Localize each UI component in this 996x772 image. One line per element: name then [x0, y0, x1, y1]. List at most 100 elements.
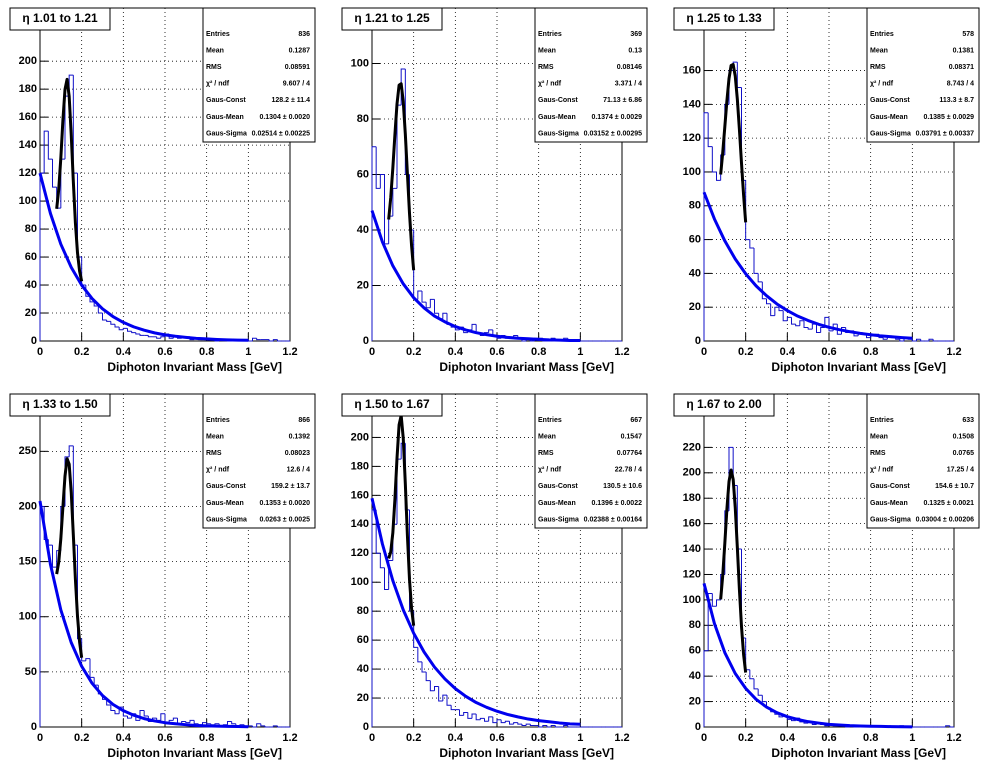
histogram-bin — [379, 553, 385, 569]
histogram-bin — [716, 599, 721, 607]
histogram-bin — [438, 686, 443, 702]
y-tick-label: 60 — [357, 168, 369, 180]
histogram-bin — [135, 332, 140, 335]
stats-label: χ² / ndf — [206, 81, 230, 88]
y-tick-label: 200 — [19, 55, 37, 67]
y-tick-label: 0 — [695, 335, 701, 347]
histogram-bin — [206, 722, 211, 725]
x-tick-label: 0 — [37, 732, 43, 744]
stats-value: 0.08023 — [285, 450, 310, 457]
y-tick-label: 40 — [25, 279, 37, 291]
histogram-bin — [554, 725, 560, 728]
panel: 0 0.2 0.4 0.6 0.8 1 1.2 0 20 40 60 80 100 120 140 160 18… — [673, 393, 980, 760]
stats-value: 12.6 / 4 — [287, 467, 310, 474]
peak-fit-line — [55, 77, 84, 282]
histogram-bin — [791, 719, 796, 722]
y-tick-label: 120 — [351, 547, 369, 559]
title-box — [673, 393, 775, 417]
background-fit-line — [38, 172, 249, 342]
y-tick-label: 60 — [357, 634, 369, 646]
histogram-bin — [761, 281, 767, 300]
x-tick-label: 0.8 — [199, 346, 214, 358]
stats-label: Gaus-Mean — [870, 114, 908, 121]
histogram-bin — [509, 721, 514, 725]
stats-label: Gaus-Const — [206, 97, 246, 104]
histogram-bin — [807, 327, 813, 330]
stats-value: 0.03791 ± 0.00337 — [916, 130, 974, 137]
stats-label: RMS — [206, 450, 222, 457]
histogram-bin — [945, 725, 950, 727]
stats-value: 0.1508 — [953, 433, 975, 440]
x-tick-label: 1 — [577, 346, 583, 358]
histogram-bin — [467, 712, 472, 719]
x-tick-label: 0.2 — [406, 346, 421, 358]
y-tick-label: 120 — [683, 568, 701, 580]
histogram-bin — [920, 339, 925, 342]
histogram-bin — [434, 299, 439, 314]
x-tick-label: 0.2 — [74, 346, 89, 358]
stats-value: 22.78 / 4 — [615, 467, 642, 474]
y-tick-label: 160 — [351, 489, 369, 501]
stats-value: 0.1547 — [621, 433, 643, 440]
stats-label: χ² / ndf — [206, 467, 230, 474]
x-tick-label: 0.6 — [821, 732, 836, 744]
stats-value: 154.6 ± 10.7 — [935, 483, 974, 490]
panel-title: η 1.67 to 2.00 — [686, 397, 762, 411]
x-tick-label: 0.8 — [199, 732, 214, 744]
histogram-bin — [256, 338, 261, 341]
histogram-bin — [504, 720, 510, 723]
histogram-bin — [97, 306, 103, 314]
x-tick-label: 0.6 — [489, 732, 504, 744]
y-tick-label: 160 — [19, 111, 37, 123]
y-tick-label: 80 — [689, 619, 701, 631]
stats-value: 369 — [630, 31, 642, 38]
stats-value: 0.0263 ± 0.0025 — [259, 516, 310, 523]
stats-value: 0.03004 ± 0.00206 — [916, 516, 974, 523]
histogram-bin — [567, 725, 572, 728]
stats-value: 578 — [962, 31, 974, 38]
background-fit-line — [370, 210, 581, 342]
histogram-bin — [160, 713, 165, 721]
y-tick-label: 20 — [25, 307, 37, 319]
x-tick-label: 0 — [37, 346, 43, 358]
histogram-bin — [189, 719, 195, 723]
histogram-bin — [795, 324, 800, 327]
histogram-bin — [707, 112, 713, 148]
y-tick-label: 120 — [683, 132, 701, 144]
peak-fit-line — [387, 82, 416, 271]
panel-title: η 1.01 to 1.21 — [22, 11, 98, 25]
histogram-bin — [899, 339, 904, 342]
y-tick-label: 100 — [351, 576, 369, 588]
stats-value: 0.1381 — [953, 47, 975, 54]
x-tick-label: 0.6 — [489, 346, 504, 358]
histogram-bin — [110, 704, 115, 711]
y-tick-label: 80 — [689, 200, 701, 212]
stats-label: RMS — [206, 64, 222, 71]
y-tick-label: 20 — [689, 695, 701, 707]
histogram-bin — [193, 720, 199, 725]
y-tick-label: 200 — [351, 431, 369, 443]
histogram-bin — [542, 725, 547, 727]
stats-box — [534, 393, 648, 529]
y-tick-label: 60 — [25, 251, 37, 263]
histogram-bin — [268, 339, 274, 342]
histogram-bin — [711, 593, 717, 607]
stats-box — [866, 7, 980, 143]
y-tick-label: 100 — [351, 57, 369, 69]
stats-value: 130.5 ± 10.6 — [603, 483, 642, 490]
stats-label: RMS — [538, 450, 554, 457]
stats-box — [202, 393, 316, 529]
stats-label: Mean — [538, 47, 556, 54]
histogram-bin — [500, 719, 506, 724]
histogram-bin — [475, 713, 481, 721]
stats-label: Gaus-Sigma — [870, 130, 911, 137]
histogram-bin — [803, 320, 809, 328]
stats-label: χ² / ndf — [538, 81, 562, 88]
x-tick-label: 0.4 — [780, 732, 796, 744]
histogram-bin — [231, 721, 236, 725]
x-axis-title: Diphoton Invariant Mass [GeV] — [107, 360, 282, 374]
panel-title: η 1.50 to 1.67 — [354, 397, 430, 411]
stats-value: 0.07764 — [617, 450, 642, 457]
histogram-bin — [824, 316, 829, 328]
